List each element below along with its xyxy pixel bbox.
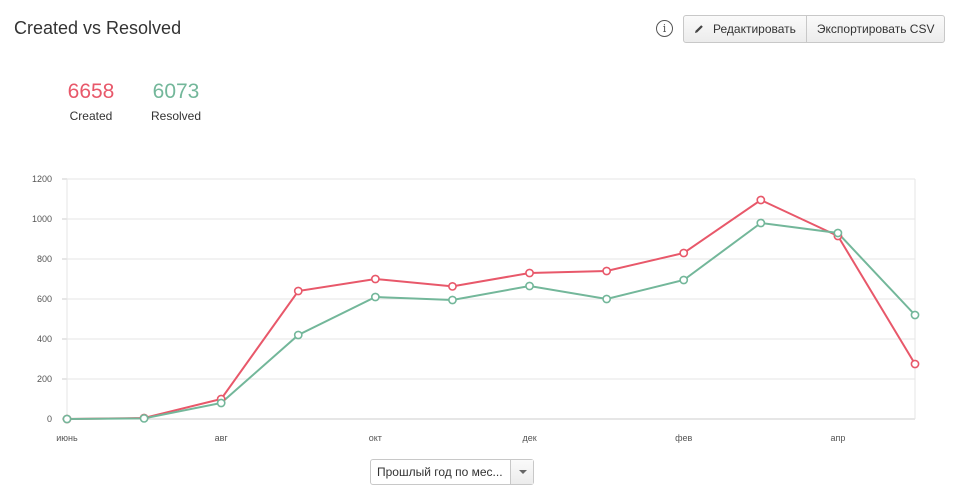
y-tick-label: 600 (37, 294, 52, 304)
y-tick-label: 0 (47, 414, 52, 424)
y-tick-label: 200 (37, 374, 52, 384)
resolved-label: Resolved (150, 109, 202, 123)
x-tick-label: фев (675, 433, 692, 443)
x-tick-label: июнь (56, 433, 78, 443)
period-select-value: Прошлый год по мес... (377, 465, 503, 479)
pencil-icon (695, 25, 703, 33)
x-tick-label: апр (830, 433, 845, 443)
edit-button[interactable]: Редактировать (684, 16, 806, 42)
created-stat: 6658 Created (66, 80, 116, 123)
chart-title: Created vs Resolved (14, 18, 182, 38)
data-point-resolved (216, 398, 226, 408)
toolbar-buttons: Редактировать Экспортировать CSV (683, 15, 946, 43)
export-csv-button-label: Экспортировать CSV (816, 22, 935, 36)
data-point-resolved (756, 218, 766, 228)
series-line-created (66, 198, 916, 420)
x-tick-label: дек (522, 433, 536, 443)
data-point-created (525, 268, 534, 278)
data-point-resolved (833, 228, 843, 238)
x-tick-label: окт (369, 433, 382, 443)
chevron-down-icon[interactable] (510, 460, 533, 484)
data-point-created (293, 286, 303, 296)
data-point-resolved (679, 275, 689, 285)
period-select[interactable]: Прошлый год по мес... (370, 459, 534, 485)
y-tick-label: 1200 (32, 174, 52, 184)
y-tick-label: 1000 (32, 214, 52, 224)
created-label: Created (69, 109, 113, 123)
y-tick-label: 800 (37, 254, 52, 264)
series-line-resolved (66, 221, 916, 420)
data-point-resolved (525, 281, 534, 291)
data-point-resolved (602, 294, 612, 304)
resolved-stat: 6073 Resolved (148, 80, 204, 123)
data-point-resolved (448, 295, 457, 305)
data-point-resolved (62, 414, 72, 424)
resolved-count: 6073 (152, 80, 200, 103)
data-point-created (910, 359, 920, 369)
export-csv-button[interactable]: Экспортировать CSV (805, 16, 945, 42)
created-vs-resolved-chart: 0 200 400 600 800 1000 1200 июнь авг окт дек фев апр (32, 174, 920, 443)
data-point-created (679, 248, 689, 258)
data-point-created (448, 282, 457, 291)
info-icon[interactable]: i (656, 20, 673, 37)
edit-button-label: Редактировать (713, 22, 796, 36)
data-point-created (370, 274, 380, 284)
x-tick-label: авг (215, 433, 229, 443)
data-point-created (756, 195, 766, 205)
y-tick-label: 400 (37, 334, 52, 344)
data-point-resolved (293, 330, 303, 340)
created-count: 6658 (67, 80, 115, 103)
data-point-created (602, 266, 612, 276)
data-point-resolved (139, 413, 149, 423)
data-point-resolved (370, 292, 380, 302)
data-point-resolved (910, 310, 920, 320)
